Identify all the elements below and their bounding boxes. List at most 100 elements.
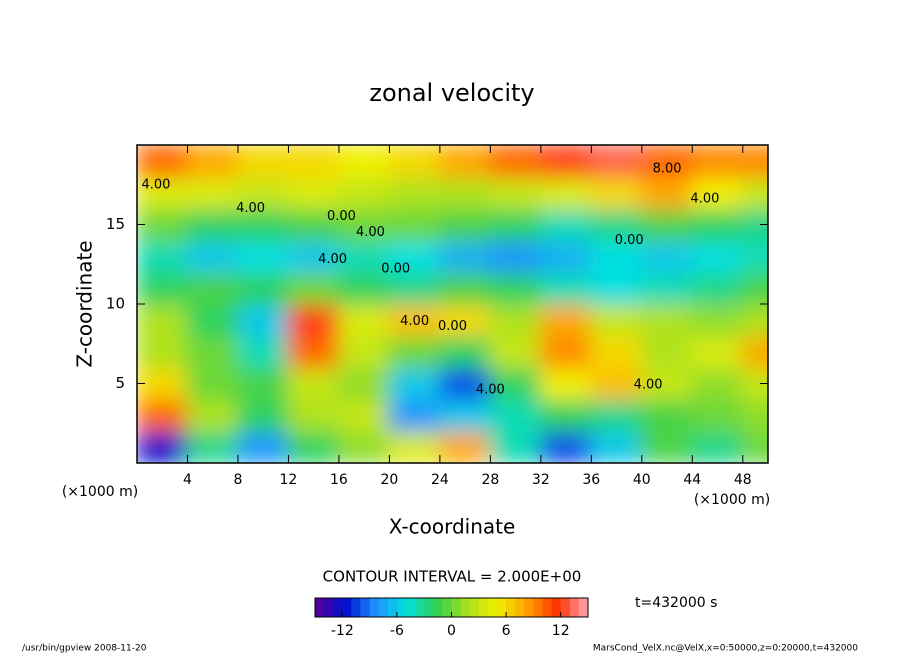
field-cell <box>438 366 492 401</box>
field-cell <box>388 271 441 305</box>
field-cell <box>137 366 189 401</box>
field-cell <box>438 398 492 433</box>
field-cell <box>337 207 391 242</box>
contour-interval: CONTOUR INTERVAL = 2.000E+00 <box>323 568 582 586</box>
field-cell <box>741 430 768 463</box>
contour-label: 4.00 <box>318 252 347 267</box>
field-cell <box>287 271 340 305</box>
field-cell <box>236 366 290 401</box>
field-cell <box>489 207 542 242</box>
field-cell <box>388 303 441 337</box>
contour-label: 4.00 <box>236 201 265 216</box>
field-cell <box>539 207 593 242</box>
field-clip <box>137 145 768 463</box>
colorbar-segment <box>342 598 352 617</box>
field-cell <box>337 303 391 337</box>
field-cell <box>186 303 239 337</box>
field-cell <box>388 145 441 178</box>
field-cell <box>186 239 239 274</box>
field-cell <box>287 207 340 242</box>
colorbar-segment <box>560 598 571 617</box>
field-cell <box>186 366 239 401</box>
x-tick-label: 40 <box>633 472 651 488</box>
field-cell <box>590 398 643 433</box>
field-cell <box>438 303 492 337</box>
field-cell <box>438 239 492 274</box>
field-cell <box>337 398 391 433</box>
colorbar-tick-label: -12 <box>331 623 354 639</box>
colorbar-segment <box>569 598 580 617</box>
colorbar-segment <box>396 598 407 617</box>
colorbar: -12 -6 0 6 12 <box>314 597 589 639</box>
field-cell <box>691 239 744 274</box>
field-cell <box>388 366 441 401</box>
field-cell <box>186 430 239 463</box>
colorbar-segment <box>324 598 334 617</box>
colorbar-segment <box>442 598 452 617</box>
contour-label: 4.00 <box>141 177 170 192</box>
field-cell <box>137 239 189 274</box>
field-cell <box>691 398 744 433</box>
field-cell <box>388 175 441 210</box>
field-cell <box>287 239 340 274</box>
field-cell <box>489 366 542 401</box>
field-cell <box>489 175 542 210</box>
field-cell <box>590 366 643 401</box>
field-cell <box>590 334 643 369</box>
field-cell <box>590 145 643 178</box>
field-cell <box>388 239 441 274</box>
field-cell <box>539 239 593 274</box>
field-cell <box>489 398 542 433</box>
field-cell <box>741 398 768 433</box>
field-cell <box>287 303 340 337</box>
field-cell <box>236 303 290 337</box>
field <box>137 145 768 463</box>
field-cell <box>337 334 391 369</box>
colorbar-segment <box>524 598 534 617</box>
x-tick-label: 16 <box>330 472 348 488</box>
field-cell <box>741 175 768 210</box>
field-cell <box>438 334 492 369</box>
field-cell <box>590 239 643 274</box>
colorbar-segment <box>460 598 471 617</box>
field-cell <box>186 207 239 242</box>
field-cell <box>590 271 643 305</box>
field-cell <box>287 366 340 401</box>
field-cell <box>489 145 542 178</box>
field-cell <box>640 175 694 210</box>
field-cell <box>691 366 744 401</box>
colorbar-segment <box>451 598 462 617</box>
y-unit: (×1000 m) <box>62 484 138 500</box>
field-cell <box>236 430 290 463</box>
colorbar-tick-label: -6 <box>390 623 404 639</box>
field-cell <box>691 271 744 305</box>
colorbar-segment <box>533 598 543 617</box>
field-cell <box>438 145 492 178</box>
colorbar-segment <box>515 598 525 617</box>
field-cell <box>236 207 290 242</box>
field-cell <box>388 334 441 369</box>
field-cell <box>691 334 744 369</box>
colorbar-segment <box>487 598 498 617</box>
field-cell <box>489 303 542 337</box>
field-cell <box>741 239 768 274</box>
contour-label: 4.00 <box>400 314 429 329</box>
y-tick-label: 5 <box>115 374 125 392</box>
field-cell <box>691 430 744 463</box>
colorbar-segment <box>433 598 443 617</box>
x-tick-label: 24 <box>431 472 449 488</box>
colorbar-segment <box>542 598 553 617</box>
field-cell <box>640 334 694 369</box>
y-tick-label: 10 <box>106 295 125 313</box>
field-cell <box>741 334 768 369</box>
field-cell <box>590 175 643 210</box>
colorbar-segment <box>360 598 371 617</box>
field-cell <box>590 303 643 337</box>
x-tick-label: 36 <box>582 472 600 488</box>
field-cell <box>337 271 391 305</box>
field-cell <box>539 145 593 178</box>
field-cell <box>236 145 290 178</box>
field-cell <box>287 145 340 178</box>
field-cell <box>137 145 189 178</box>
field-cell <box>539 271 593 305</box>
